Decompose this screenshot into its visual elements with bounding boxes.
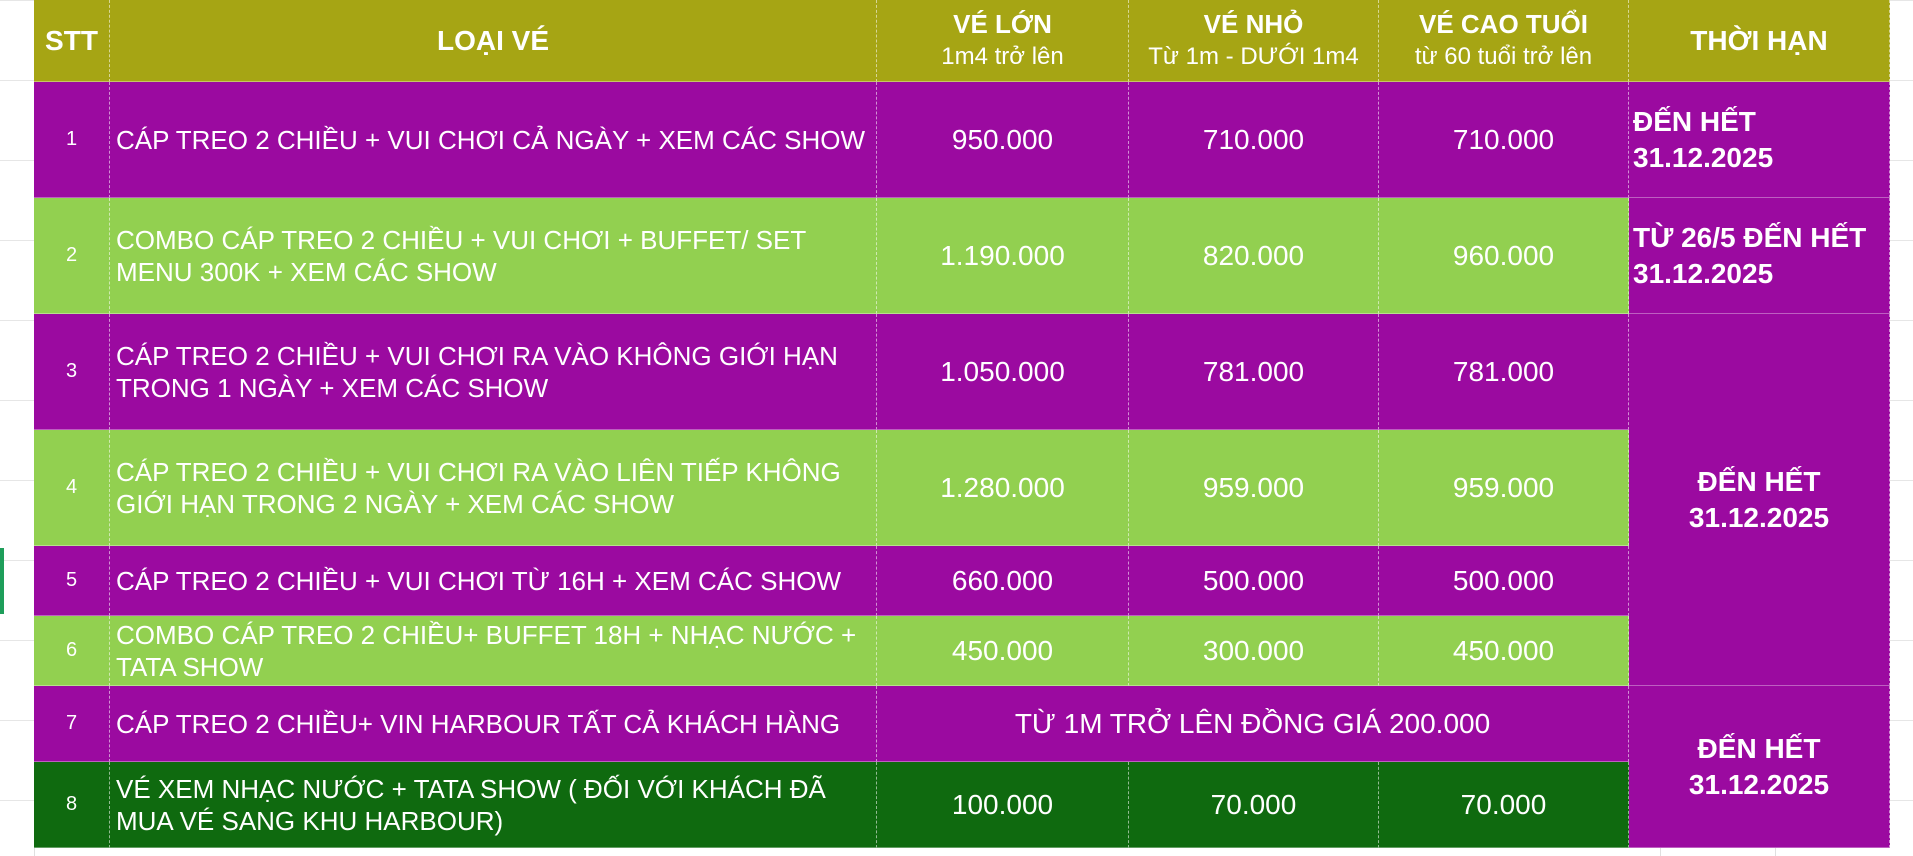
- row-6-ve-cao-tuoi[interactable]: 450.000: [1379, 616, 1629, 686]
- row-7-loai-ve[interactable]: CÁP TREO 2 CHIỀU+ VIN HARBOUR TẤT CẢ KHÁ…: [110, 686, 877, 762]
- rows-7-8-thoi-han-line1: ĐẾN HẾT: [1697, 732, 1821, 764]
- header-stt[interactable]: STT: [34, 0, 110, 82]
- row-3-loai-ve[interactable]: CÁP TREO 2 CHIỀU + VUI CHƠI RA VÀO KHÔNG…: [110, 314, 877, 430]
- rows-3-6-thoi-han-line1: ĐẾN HẾT: [1697, 465, 1821, 497]
- row-5-ve-cao-tuoi[interactable]: 500.000: [1379, 546, 1629, 616]
- row-8-loai-ve[interactable]: VÉ XEM NHẠC NƯỚC + TATA SHOW ( ĐỐI VỚI K…: [110, 762, 877, 848]
- header-ve-nho[interactable]: VÉ NHỎ Từ 1m - DƯỚI 1m4: [1129, 0, 1379, 82]
- row-7-stt[interactable]: 7: [34, 686, 110, 762]
- row-3-ve-cao-tuoi[interactable]: 781.000: [1379, 314, 1629, 430]
- row-8-stt[interactable]: 8: [34, 762, 110, 848]
- row-4-loai-ve[interactable]: CÁP TREO 2 CHIỀU + VUI CHƠI RA VÀO LIÊN …: [110, 430, 877, 546]
- header-ve-cao-tuoi-title: VÉ CAO TUỔI: [1418, 9, 1588, 39]
- row-8-ve-nho[interactable]: 70.000: [1129, 762, 1379, 848]
- row-3-ve-lon[interactable]: 1.050.000: [877, 314, 1129, 430]
- rows-7-8-thoi-han[interactable]: ĐẾN HẾT 31.12.2025: [1629, 686, 1890, 848]
- row-6-ve-nho[interactable]: 300.000: [1129, 616, 1379, 686]
- row-4-ve-cao-tuoi[interactable]: 959.000: [1379, 430, 1629, 546]
- row-6-stt[interactable]: 6: [34, 616, 110, 686]
- row-1-thoi-han-line1: ĐẾN HẾT: [1633, 105, 1756, 137]
- row-5-stt[interactable]: 5: [34, 546, 110, 616]
- row-2-loai-ve[interactable]: COMBO CÁP TREO 2 CHIỀU + VUI CHƠI + BUFF…: [110, 198, 877, 314]
- header-ve-lon[interactable]: VÉ LỚN 1m4 trở lên: [877, 0, 1129, 82]
- row-2-stt[interactable]: 2: [34, 198, 110, 314]
- header-thoi-han[interactable]: THỜI HẠN: [1629, 0, 1890, 82]
- row-6-loai-ve[interactable]: COMBO CÁP TREO 2 CHIỀU+ BUFFET 18H + NHẠ…: [110, 616, 877, 686]
- row-1-ve-lon[interactable]: 950.000: [877, 82, 1129, 198]
- row-8-ve-lon[interactable]: 100.000: [877, 762, 1129, 848]
- row-5-ve-nho[interactable]: 500.000: [1129, 546, 1379, 616]
- row-2-ve-nho[interactable]: 820.000: [1129, 198, 1379, 314]
- header-loai-ve[interactable]: LOẠI VÉ: [110, 0, 877, 82]
- header-ve-nho-sub: Từ 1m - DƯỚI 1m4: [1148, 43, 1359, 70]
- header-ve-lon-title: VÉ LỚN: [953, 9, 1052, 39]
- row-1-thoi-han-line2: 31.12.2025: [1633, 141, 1774, 173]
- row-7-merged-price[interactable]: TỪ 1M TRỞ LÊN ĐỒNG GIÁ 200.000: [877, 686, 1629, 762]
- row-5-ve-lon[interactable]: 660.000: [877, 546, 1129, 616]
- row-1-stt[interactable]: 1: [34, 82, 110, 198]
- rows-3-6-thoi-han[interactable]: ĐẾN HẾT 31.12.2025: [1629, 314, 1890, 686]
- row-6-ve-lon[interactable]: 450.000: [877, 616, 1129, 686]
- row-3-stt[interactable]: 3: [34, 314, 110, 430]
- row-2-thoi-han[interactable]: TỪ 26/5 ĐẾN HẾT 31.12.2025: [1629, 198, 1890, 314]
- header-ve-nho-title: VÉ NHỎ: [1203, 9, 1304, 39]
- row-4-stt[interactable]: 4: [34, 430, 110, 546]
- header-ve-lon-sub: 1m4 trở lên: [941, 43, 1064, 70]
- row-4-ve-lon[interactable]: 1.280.000: [877, 430, 1129, 546]
- row-3-ve-nho[interactable]: 781.000: [1129, 314, 1379, 430]
- row-1-loai-ve[interactable]: CÁP TREO 2 CHIỀU + VUI CHƠI CẢ NGÀY + XE…: [110, 82, 877, 198]
- row-1-ve-nho[interactable]: 710.000: [1129, 82, 1379, 198]
- rows-3-6-thoi-han-line2: 31.12.2025: [1688, 501, 1830, 533]
- row-2-thoi-han-line2: 31.12.2025: [1633, 257, 1774, 289]
- rows-7-8-thoi-han-line2: 31.12.2025: [1688, 768, 1830, 800]
- row-5-loai-ve[interactable]: CÁP TREO 2 CHIỀU + VUI CHƠI TỪ 16H + XEM…: [110, 546, 877, 616]
- selection-marker: [0, 548, 4, 614]
- row-2-ve-cao-tuoi[interactable]: 960.000: [1379, 198, 1629, 314]
- header-ve-cao-tuoi-sub: từ 60 tuổi trở lên: [1414, 43, 1593, 70]
- row-8-ve-cao-tuoi[interactable]: 70.000: [1379, 762, 1629, 848]
- row-2-thoi-han-line1: TỪ 26/5 ĐẾN HẾT: [1633, 221, 1867, 253]
- row-1-thoi-han[interactable]: ĐẾN HẾT 31.12.2025: [1629, 82, 1890, 198]
- row-4-ve-nho[interactable]: 959.000: [1129, 430, 1379, 546]
- row-2-ve-lon[interactable]: 1.190.000: [877, 198, 1129, 314]
- header-ve-cao-tuoi[interactable]: VÉ CAO TUỔI từ 60 tuổi trở lên: [1379, 0, 1629, 82]
- row-1-ve-cao-tuoi[interactable]: 710.000: [1379, 82, 1629, 198]
